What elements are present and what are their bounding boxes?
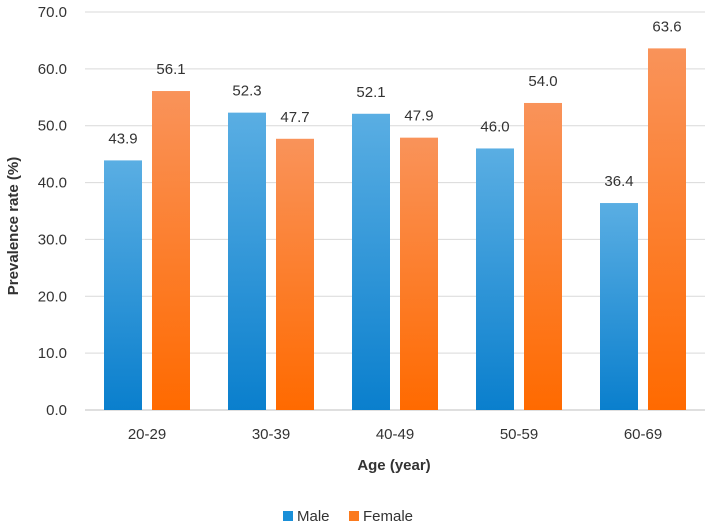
y-tick-label: 20.0 (38, 288, 67, 305)
x-tick-label: 20-29 (128, 426, 166, 443)
bar-female (152, 91, 190, 410)
data-label-female: 63.6 (652, 18, 681, 35)
x-axis-ticks: 20-29 30-39 40-49 50-59 60-69 (128, 426, 662, 443)
data-label-male: 43.9 (108, 130, 137, 147)
data-label-female: 56.1 (156, 61, 185, 78)
data-labels: 43.9 56.1 52.3 47.7 52.1 47.9 46.0 54.0 36.4 63.6 (108, 18, 681, 190)
y-axis-ticks: 0.0 10.0 20.0 30.0 40.0 50.0 60.0 70.0 (38, 4, 67, 419)
data-label-female: 47.7 (280, 109, 309, 126)
bar-female (648, 48, 686, 410)
bar-male (228, 112, 266, 410)
data-label-male: 36.4 (604, 173, 633, 190)
bar-male (104, 160, 142, 410)
bars (104, 48, 686, 410)
y-tick-label: 0.0 (46, 402, 67, 419)
data-label-female: 54.0 (528, 73, 557, 90)
legend: Male Female (283, 508, 413, 525)
legend-swatch-male (283, 511, 293, 521)
data-label-male: 46.0 (480, 118, 509, 135)
y-tick-label: 30.0 (38, 231, 67, 248)
y-tick-label: 60.0 (38, 61, 67, 78)
y-tick-label: 40.0 (38, 175, 67, 192)
data-label-male: 52.1 (356, 84, 385, 101)
y-tick-label: 50.0 (38, 118, 67, 135)
y-tick-label: 10.0 (38, 345, 67, 362)
bar-female (524, 102, 562, 410)
bar-female (400, 137, 438, 410)
bar-male (352, 113, 390, 410)
bar-female (276, 138, 314, 410)
legend-label-female: Female (363, 508, 413, 525)
bar-male (476, 148, 514, 410)
x-tick-label: 30-39 (252, 426, 290, 443)
data-label-female: 47.9 (404, 108, 433, 125)
y-tick-label: 70.0 (38, 4, 67, 21)
x-tick-label: 60-69 (624, 426, 662, 443)
legend-label-male: Male (297, 508, 330, 525)
y-axis-title: Prevalence rate (%) (5, 157, 22, 295)
data-label-male: 52.3 (232, 83, 261, 100)
bar-male (600, 203, 638, 410)
legend-swatch-female (349, 511, 359, 521)
x-tick-label: 50-59 (500, 426, 538, 443)
x-tick-label: 40-49 (376, 426, 414, 443)
x-axis-title: Age (year) (357, 457, 430, 474)
